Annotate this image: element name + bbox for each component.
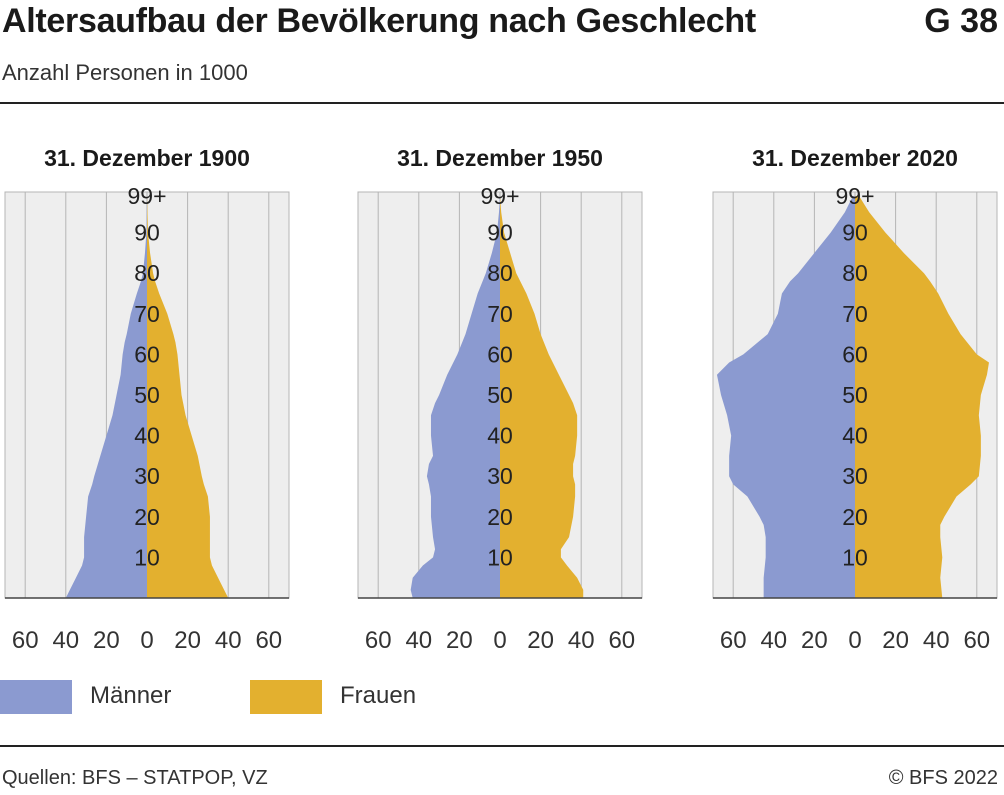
x-tick-label: 60 [12, 627, 39, 654]
pyramid-panel-2: 31. Dezember 2020 60 40 20 0 20 40 60 10 20 30 40 50… [712, 145, 998, 654]
age-tick-label: 70 [842, 301, 868, 327]
age-tick-label: 99+ [480, 183, 519, 209]
x-tick-label: 40 [760, 627, 787, 654]
series-area-men [65, 196, 147, 598]
header-divider [0, 102, 1004, 104]
age-tick-label: 60 [487, 341, 513, 367]
age-tick-label: 90 [487, 220, 513, 246]
x-tick-label: 40 [215, 627, 242, 654]
age-tick-label: 30 [842, 463, 868, 489]
age-tick-label: 99+ [127, 183, 166, 209]
age-tick-label: 50 [487, 382, 513, 408]
legend-label-men: Männer [90, 682, 172, 709]
age-tick-label: 20 [134, 504, 160, 530]
chart-title: Altersaufbau der Bevölkerung nach Geschl… [2, 2, 756, 40]
age-tick-label: 10 [842, 544, 868, 570]
age-tick-label: 40 [134, 423, 160, 449]
legend-label-women: Frauen [340, 682, 417, 709]
legend-swatch-men [0, 680, 72, 714]
x-tick-label: 60 [255, 627, 282, 654]
panel-title: 31. Dezember 1900 [44, 145, 250, 171]
x-tick-label: 40 [405, 627, 432, 654]
age-tick-label: 20 [487, 504, 513, 530]
age-tick-label: 20 [842, 504, 868, 530]
age-tick-label: 90 [134, 220, 160, 246]
legend-swatch-women [250, 680, 322, 714]
age-tick-label: 70 [487, 301, 513, 327]
age-tick-label: 80 [134, 260, 160, 286]
x-tick-label: 60 [365, 627, 392, 654]
series-area-women [855, 196, 989, 598]
chart-subtitle: Anzahl Personen in 1000 [2, 60, 248, 85]
age-tick-label: 99+ [835, 183, 874, 209]
age-tick-label: 10 [487, 544, 513, 570]
x-tick-label: 40 [52, 627, 79, 654]
copyright-note: © BFS 2022 [888, 767, 998, 789]
footer-divider [0, 745, 1004, 747]
age-tick-label: 40 [487, 423, 513, 449]
population-pyramids: 31. Dezember 1900 60 40 20 0 20 40 60 10 20 30 40 50… [4, 145, 998, 654]
age-tick-label: 60 [134, 341, 160, 367]
age-tick-label: 50 [842, 382, 868, 408]
x-tick-label: 40 [568, 627, 595, 654]
series-area-women [500, 196, 584, 598]
panel-title: 31. Dezember 2020 [752, 145, 958, 171]
pyramid-panel-1: 31. Dezember 1950 60 40 20 0 20 40 60 10 20 30 40 50… [357, 145, 643, 654]
x-tick-label: 40 [923, 627, 950, 654]
x-tick-label: 60 [963, 627, 990, 654]
x-tick-label: 20 [882, 627, 909, 654]
age-tick-label: 90 [842, 220, 868, 246]
age-tick-label: 30 [134, 463, 160, 489]
x-tick-label: 60 [608, 627, 635, 654]
x-tick-label: 20 [174, 627, 201, 654]
x-tick-label: 20 [93, 627, 120, 654]
age-tick-label: 70 [134, 301, 160, 327]
x-tick-label: 20 [801, 627, 828, 654]
age-tick-label: 40 [842, 423, 868, 449]
x-tick-label: 20 [446, 627, 473, 654]
series-area-men [716, 196, 855, 598]
age-tick-label: 50 [134, 382, 160, 408]
series-area-men [410, 196, 500, 598]
chart-number: G 38 [924, 2, 998, 40]
age-tick-label: 80 [842, 260, 868, 286]
series-area-women [147, 196, 229, 598]
panel-title: 31. Dezember 1950 [397, 145, 603, 171]
x-tick-label: 20 [527, 627, 554, 654]
age-tick-label: 30 [487, 463, 513, 489]
age-tick-label: 80 [487, 260, 513, 286]
x-tick-label: 0 [493, 627, 506, 654]
source-note: Quellen: BFS – STATPOP, VZ [2, 767, 268, 789]
x-tick-label: 0 [140, 627, 153, 654]
x-tick-label: 0 [848, 627, 861, 654]
pyramid-panel-0: 31. Dezember 1900 60 40 20 0 20 40 60 10 20 30 40 50… [4, 145, 290, 654]
x-tick-label: 60 [720, 627, 747, 654]
age-tick-label: 10 [134, 544, 160, 570]
age-tick-label: 60 [842, 341, 868, 367]
